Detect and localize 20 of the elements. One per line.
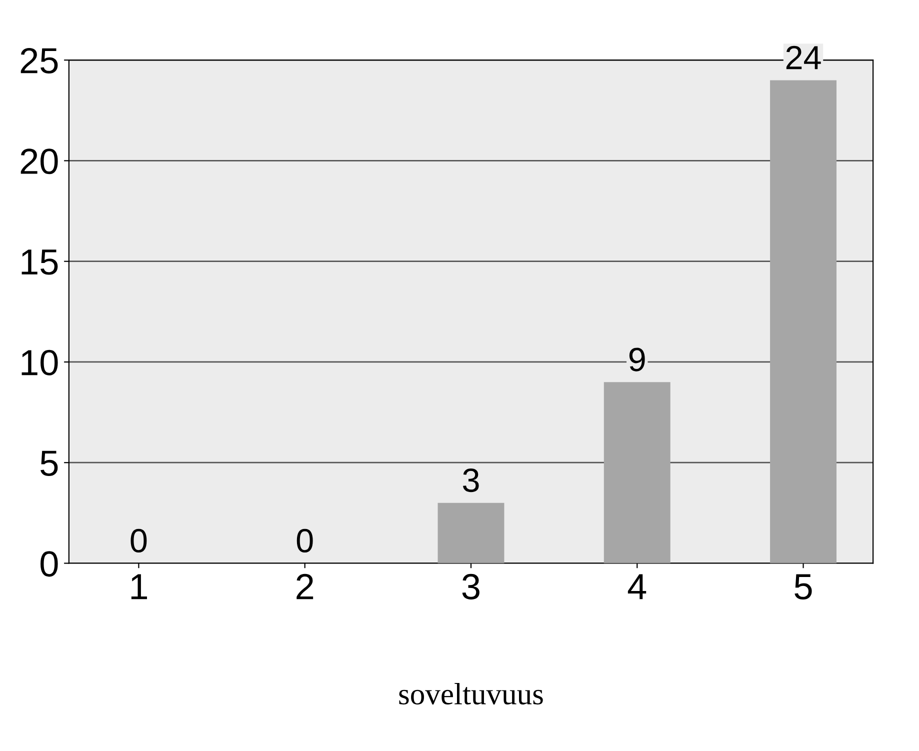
x-tick-label: 4 bbox=[628, 574, 646, 600]
y-tick-label: 20 bbox=[20, 148, 58, 174]
x-tick-label: 2 bbox=[296, 574, 314, 600]
x-tick-label: 3 bbox=[462, 574, 480, 600]
y-tick-label: 25 bbox=[20, 48, 58, 74]
data-label: 0 bbox=[296, 528, 313, 552]
data-label: 0 bbox=[130, 528, 147, 552]
bar bbox=[604, 382, 670, 564]
x-tick-label: 1 bbox=[131, 574, 147, 600]
y-tick-label: 10 bbox=[22, 350, 58, 376]
data-label: 9 bbox=[629, 348, 645, 372]
bar bbox=[770, 80, 836, 564]
bar bbox=[438, 502, 504, 564]
data-label: 3 bbox=[462, 468, 479, 492]
x-axis-title: soveltuvuus bbox=[399, 683, 543, 705]
y-tick-label: 15 bbox=[22, 250, 58, 275]
y-tick-label: 5 bbox=[40, 450, 58, 476]
y-tick-label: 0 bbox=[40, 551, 58, 577]
x-tick-label: 5 bbox=[794, 574, 812, 600]
data-label: 24 bbox=[786, 46, 821, 70]
